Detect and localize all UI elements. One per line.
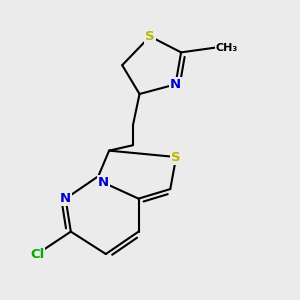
- Text: CH₃: CH₃: [215, 43, 238, 52]
- Text: Cl: Cl: [30, 248, 44, 260]
- Text: N: N: [170, 78, 181, 91]
- Text: N: N: [98, 176, 109, 189]
- Text: S: S: [171, 151, 181, 164]
- Text: S: S: [145, 30, 155, 43]
- Text: N: N: [60, 192, 71, 205]
